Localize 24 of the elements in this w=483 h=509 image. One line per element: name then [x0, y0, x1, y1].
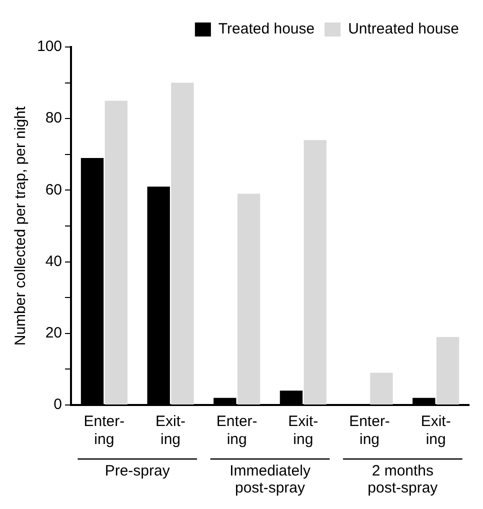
y-tick-label: 60	[45, 181, 62, 198]
x-tick-label: Enter- ing	[216, 413, 258, 448]
y-tick-label: 20	[45, 324, 62, 342]
bar	[304, 140, 326, 404]
y-tick-label: 0	[54, 396, 62, 414]
x-tick-label: Exit- ing	[288, 413, 318, 448]
legend-label: Treated house	[218, 20, 315, 38]
x-tick-label: Enter- ing	[349, 413, 390, 448]
x-tick-label: Exit- ing	[420, 413, 451, 448]
x-tick-label: Enter- ing	[84, 413, 125, 448]
bar	[171, 82, 194, 404]
text: Immediately post-spray	[230, 462, 311, 497]
text: Pre-spray	[104, 462, 170, 480]
text: 2 months post-spray	[368, 462, 438, 497]
legend-label: Untreated house	[348, 20, 460, 38]
y-tick-label: 40	[45, 252, 62, 270]
bar	[436, 336, 460, 404]
y-tick-label: 100	[36, 38, 62, 56]
bar	[104, 100, 128, 404]
bar	[237, 194, 260, 404]
bar	[370, 372, 393, 404]
y-tick-label: 80	[45, 110, 62, 127]
x-tick-label: Exit- ing	[156, 413, 186, 448]
y-axis-title: Number collected per trap, per night	[12, 106, 30, 346]
